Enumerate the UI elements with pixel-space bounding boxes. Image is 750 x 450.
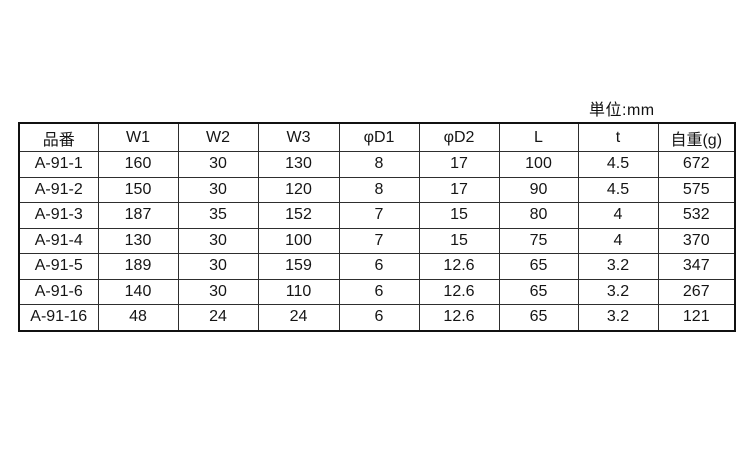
table-cell: 12.6 xyxy=(418,278,500,305)
header-cell-w1: W1 xyxy=(97,122,179,152)
table-cell: 110 xyxy=(257,278,340,305)
table-cell: 189 xyxy=(97,253,179,280)
header-cell-w3: W3 xyxy=(257,122,340,152)
table-cell: 8 xyxy=(338,176,420,203)
table-cell: 65 xyxy=(498,253,579,280)
header-cell-weight: 自重(g) xyxy=(657,122,736,152)
table-cell: 6 xyxy=(338,278,420,305)
cell-part-number: A-91-4 xyxy=(18,227,99,254)
table-cell: 24 xyxy=(257,304,340,331)
table-row: A-91-1 160 30 130 8 17 100 4.5 672 xyxy=(18,151,736,178)
cell-part-number: A-91-6 xyxy=(18,278,99,305)
table-cell: 65 xyxy=(498,278,579,305)
table-cell: 7 xyxy=(338,202,420,229)
header-row: 品番 W1 W2 W3 φD1 φD2 L t 自重(g) xyxy=(18,122,736,152)
table-cell: 152 xyxy=(257,202,340,229)
header-cell-t: t xyxy=(577,122,659,152)
table-cell: 17 xyxy=(418,151,500,178)
table-cell: 30 xyxy=(177,176,259,203)
table-row: A-91-16 48 24 24 6 12.6 65 3.2 121 xyxy=(18,304,736,331)
table-cell: 532 xyxy=(657,202,736,229)
table-cell: 15 xyxy=(418,202,500,229)
spec-table: 品番 W1 W2 W3 φD1 φD2 L t 自重(g) A-91-1 160… xyxy=(18,122,736,332)
cell-part-number: A-91-2 xyxy=(18,176,99,203)
table-cell: 575 xyxy=(657,176,736,203)
table-cell: 160 xyxy=(97,151,179,178)
table-cell: 65 xyxy=(498,304,579,331)
table-cell: 30 xyxy=(177,151,259,178)
table-cell: 17 xyxy=(418,176,500,203)
table-cell: 4 xyxy=(577,227,659,254)
cell-part-number: A-91-16 xyxy=(18,304,99,331)
header-cell-w2: W2 xyxy=(177,122,259,152)
table-cell: 30 xyxy=(177,227,259,254)
table-cell: 12.6 xyxy=(418,253,500,280)
table-cell: 4.5 xyxy=(577,151,659,178)
table-cell: 100 xyxy=(498,151,579,178)
table-cell: 4.5 xyxy=(577,176,659,203)
table-cell: 75 xyxy=(498,227,579,254)
table-cell: 48 xyxy=(97,304,179,331)
table-cell: 130 xyxy=(257,151,340,178)
table-cell: 159 xyxy=(257,253,340,280)
table-row: A-91-4 130 30 100 7 15 75 4 370 xyxy=(18,227,736,254)
table-cell: 35 xyxy=(177,202,259,229)
header-cell-phi-d1: φD1 xyxy=(338,122,420,152)
table-row: A-91-3 187 35 152 7 15 80 4 532 xyxy=(18,202,736,229)
cell-part-number: A-91-5 xyxy=(18,253,99,280)
cell-part-number: A-91-3 xyxy=(18,202,99,229)
header-cell-phi-d2: φD2 xyxy=(418,122,500,152)
table-cell: 672 xyxy=(657,151,736,178)
table-cell: 150 xyxy=(97,176,179,203)
table-cell: 267 xyxy=(657,278,736,305)
table-cell: 30 xyxy=(177,253,259,280)
table-cell: 3.2 xyxy=(577,253,659,280)
table-cell: 140 xyxy=(97,278,179,305)
cell-part-number: A-91-1 xyxy=(18,151,99,178)
table-cell: 100 xyxy=(257,227,340,254)
table-cell: 187 xyxy=(97,202,179,229)
table-cell: 8 xyxy=(338,151,420,178)
table-cell: 90 xyxy=(498,176,579,203)
table-cell: 6 xyxy=(338,253,420,280)
table-cell: 3.2 xyxy=(577,278,659,305)
table-cell: 120 xyxy=(257,176,340,203)
table-cell: 370 xyxy=(657,227,736,254)
unit-label: 単位:mm xyxy=(589,102,655,119)
table-cell: 3.2 xyxy=(577,304,659,331)
table-cell: 24 xyxy=(177,304,259,331)
table-cell: 15 xyxy=(418,227,500,254)
table-row: A-91-2 150 30 120 8 17 90 4.5 575 xyxy=(18,176,736,203)
table-cell: 7 xyxy=(338,227,420,254)
table-row: A-91-5 189 30 159 6 12.6 65 3.2 347 xyxy=(18,253,736,280)
table-cell: 347 xyxy=(657,253,736,280)
table-cell: 4 xyxy=(577,202,659,229)
table-cell: 80 xyxy=(498,202,579,229)
table-cell: 12.6 xyxy=(418,304,500,331)
table-cell: 130 xyxy=(97,227,179,254)
table-cell: 121 xyxy=(657,304,736,331)
table-cell: 30 xyxy=(177,278,259,305)
table-row: A-91-6 140 30 110 6 12.6 65 3.2 267 xyxy=(18,278,736,305)
header-cell-hinban: 品番 xyxy=(18,122,99,152)
header-cell-l: L xyxy=(498,122,579,152)
table-cell: 6 xyxy=(338,304,420,331)
